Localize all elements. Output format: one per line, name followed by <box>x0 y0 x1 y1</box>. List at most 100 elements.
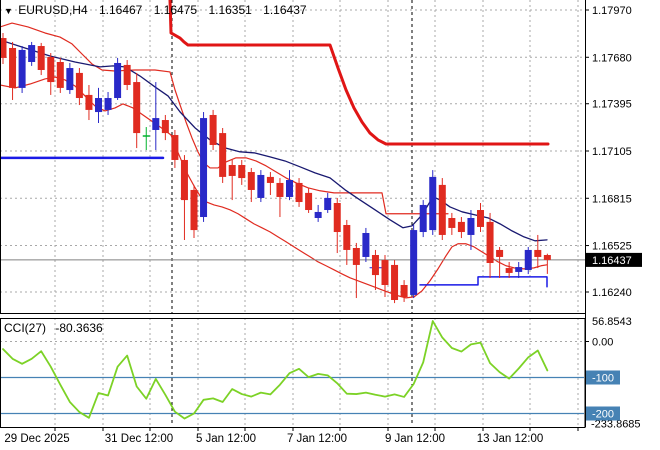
candle-body <box>171 135 179 160</box>
indicator-value: -80.3636 <box>55 321 103 335</box>
candle-body <box>0 38 7 58</box>
candle <box>266 172 274 196</box>
candle <box>429 170 437 235</box>
candle <box>276 178 284 218</box>
cci-level-badge <box>586 406 620 421</box>
candle-body <box>238 165 246 179</box>
candle-body <box>286 180 293 197</box>
candle <box>200 112 208 222</box>
time-axis-label: 9 Jan 12:00 <box>385 433 445 445</box>
candle <box>114 57 122 100</box>
candle <box>95 87 102 123</box>
candle <box>56 57 64 93</box>
candle <box>410 225 418 299</box>
indicator-pane[interactable] <box>0 318 585 427</box>
candle-body <box>161 120 169 134</box>
candle-body <box>477 210 484 227</box>
candle-body <box>114 62 122 99</box>
candle-body <box>104 98 112 110</box>
candle <box>180 155 188 241</box>
candle-body <box>200 118 208 218</box>
candle <box>496 247 504 278</box>
current-price-badge-text: 1.16437 <box>592 255 632 267</box>
candle <box>324 192 332 213</box>
candle-body <box>152 118 160 130</box>
candle <box>9 41 17 100</box>
candle <box>133 72 141 149</box>
candle-body <box>457 221 465 233</box>
candle-body <box>75 72 83 99</box>
candle <box>343 219 351 265</box>
candlesticks <box>0 32 551 304</box>
price-axis-label: 1.17970 <box>592 5 632 17</box>
candle <box>228 159 236 201</box>
candle-body <box>343 225 351 250</box>
candle <box>438 178 446 241</box>
candle-body <box>28 45 36 63</box>
candle-body <box>496 249 504 257</box>
candle-body <box>419 204 427 233</box>
candle <box>419 200 427 238</box>
candle-body <box>180 159 188 201</box>
candle-body <box>47 56 55 83</box>
candle <box>18 46 26 93</box>
candle <box>219 128 227 183</box>
candle-body <box>123 64 131 85</box>
time-axis[interactable]: 29 Dec 2025 31 Dec 12:00 5 Jan 12:00 7 Jan … <box>4 427 579 445</box>
candle <box>152 82 160 151</box>
cci-level-badge <box>586 370 620 385</box>
chart-title: ▼ EURUSD,H4 1.16467 1.16475 1.16351 1.16… <box>4 3 315 17</box>
time-axis-label: 29 Dec 2025 <box>4 433 69 445</box>
candle <box>534 234 542 269</box>
candle <box>295 178 303 207</box>
candle-body <box>429 176 437 231</box>
price-axis[interactable]: 1.17970 1.17680 1.17395 1.17105 1.16815 1.165… <box>585 5 642 299</box>
candle-body <box>305 192 313 211</box>
cci-level-badge-text: -200 <box>592 409 614 421</box>
candle <box>190 184 198 239</box>
candle-body <box>400 284 408 298</box>
candle <box>28 41 36 66</box>
candle-body <box>515 267 523 272</box>
candle <box>381 255 389 298</box>
candle-body <box>190 189 198 231</box>
symbol-dropdown-arrow-icon: ▼ <box>4 6 13 16</box>
price-axis-label: 1.17105 <box>592 146 632 158</box>
candle-body <box>257 174 265 198</box>
candle-body <box>228 165 236 176</box>
candle <box>171 129 179 168</box>
candle <box>333 197 341 254</box>
cci-line <box>2 320 549 420</box>
candle-body <box>505 268 513 273</box>
candle <box>515 262 523 278</box>
time-axis-label: 13 Jan 12:00 <box>477 433 544 445</box>
candle-body <box>362 232 370 257</box>
indicator-name: CCI(27) <box>4 321 47 335</box>
indicator-label: CCI(27) -80.3636 <box>4 321 109 335</box>
candle-body <box>37 46 45 70</box>
candle <box>314 204 322 222</box>
price-axis-label: 1.16815 <box>592 193 632 205</box>
candle-body <box>133 82 141 134</box>
candle <box>85 84 93 121</box>
candle <box>209 109 217 151</box>
candle-body <box>448 218 456 228</box>
candle-body <box>266 176 274 183</box>
candle <box>391 260 399 304</box>
indicator-axis[interactable]: 56.8543 0.00 -233.8685 -100 -200 <box>585 316 641 431</box>
candle-body <box>219 133 227 177</box>
price-axis-label: 1.17395 <box>592 99 632 111</box>
candle <box>123 60 131 91</box>
candle-body <box>467 218 475 235</box>
main-pane[interactable] <box>0 0 585 313</box>
support-line-3 <box>419 276 548 288</box>
candle <box>0 32 7 64</box>
candle <box>305 188 313 213</box>
candle-body <box>18 49 26 88</box>
cci-min-label: -233.8685 <box>591 419 641 431</box>
cci-level-badge-text: -100 <box>592 373 614 385</box>
time-axis-label: 5 Jan 12:00 <box>196 433 256 445</box>
